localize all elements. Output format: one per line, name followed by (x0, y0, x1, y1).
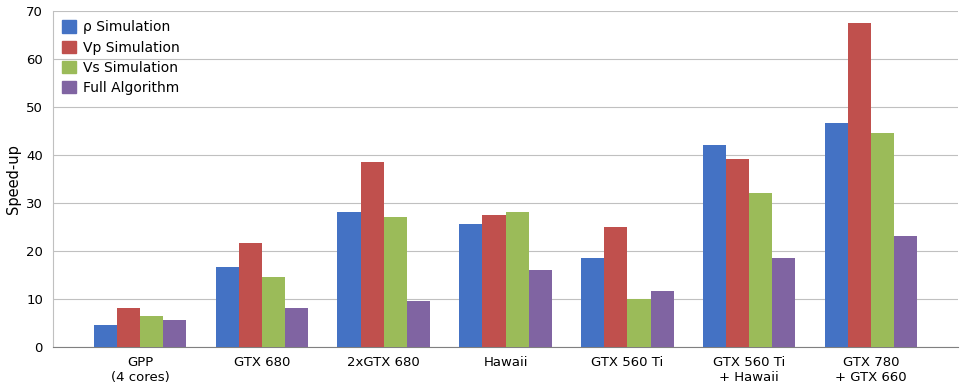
Bar (407, 301, 430, 347)
Bar (163, 320, 186, 347)
Bar (825, 123, 848, 347)
Bar (772, 258, 795, 347)
Legend: ρ Simulation, Vp Simulation, Vs Simulation, Full Algorithm: ρ Simulation, Vp Simulation, Vs Simulati… (57, 15, 185, 101)
Y-axis label: Speed-up: Speed-up (6, 144, 20, 214)
Bar (459, 224, 482, 347)
Bar (361, 162, 384, 347)
Bar (140, 316, 163, 347)
Bar (604, 227, 628, 347)
Bar (117, 308, 140, 347)
Bar (895, 236, 918, 347)
Bar (216, 268, 239, 347)
Bar (628, 299, 651, 347)
Bar (262, 277, 285, 347)
Bar (482, 215, 505, 347)
Bar (94, 325, 117, 347)
Bar (871, 133, 895, 347)
Bar (285, 308, 308, 347)
Bar (726, 160, 749, 347)
Bar (384, 217, 407, 347)
Bar (581, 258, 604, 347)
Bar (651, 291, 674, 347)
Bar (749, 193, 772, 347)
Bar (505, 212, 528, 347)
Bar (239, 243, 262, 347)
Bar (703, 145, 726, 347)
Bar (337, 212, 361, 347)
Bar (528, 270, 551, 347)
Bar (848, 23, 871, 347)
